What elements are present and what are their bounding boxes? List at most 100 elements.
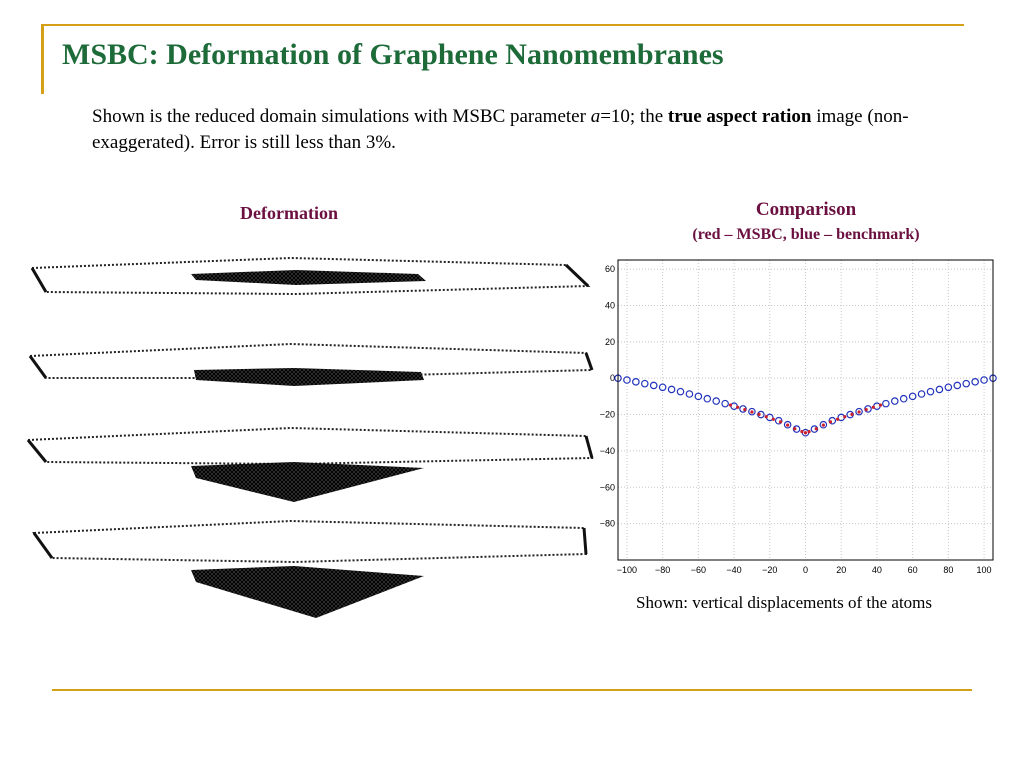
- msbc-point: [757, 412, 761, 416]
- intro-text-3: image (non-exaggerated). Error is still …: [92, 106, 909, 153]
- benchmark-point: [926, 387, 935, 396]
- title-rule-vertical: [41, 24, 44, 94]
- chart-series: [614, 374, 997, 437]
- benchmark-point: [623, 376, 631, 384]
- deformation-figure: [26, 256, 594, 618]
- msbc-point: [843, 415, 847, 419]
- msbc-point: [864, 408, 868, 412]
- y-tick-label: −40: [600, 446, 615, 456]
- membrane-frame-3: [26, 426, 594, 502]
- plot-frame: [617, 259, 994, 561]
- intro-text-2: =10; the: [600, 106, 668, 127]
- msbc-point: [750, 410, 754, 414]
- benchmark-point: [873, 402, 881, 410]
- x-tick-label: −40: [726, 565, 741, 575]
- benchmark-point: [667, 385, 676, 394]
- x-tick-label: 100: [977, 565, 992, 575]
- x-tick-label: 80: [943, 565, 953, 575]
- benchmark-point: [703, 394, 712, 403]
- msbc-point: [771, 417, 775, 421]
- msbc-point: [803, 431, 808, 435]
- membrane-deformation-2: [194, 368, 424, 386]
- msbc-point: [821, 423, 825, 427]
- benchmark-point: [962, 379, 971, 388]
- membrane-frame-1: [30, 256, 591, 296]
- benchmark-point: [658, 383, 667, 392]
- benchmark-point: [908, 392, 917, 401]
- benchmark-point: [828, 416, 837, 425]
- membrane-deformation-3: [191, 462, 424, 502]
- comparison-heading: Comparison: [755, 199, 857, 220]
- x-tick-label: −80: [655, 565, 670, 575]
- benchmark-point: [640, 379, 649, 388]
- benchmark-point: [694, 392, 703, 401]
- deformation-heading: Deformation: [240, 203, 338, 223]
- membrane-deformation-4: [191, 566, 424, 618]
- membrane-frame-4: [32, 519, 588, 618]
- msbc-point: [814, 427, 818, 431]
- msbc-point: [836, 417, 840, 421]
- intro-param-symbol: a: [590, 106, 601, 127]
- msbc-point: [764, 415, 768, 419]
- membrane-deformation-1: [191, 270, 426, 285]
- benchmark-point: [882, 399, 890, 408]
- x-tick-label: −100: [617, 565, 637, 575]
- benchmark-point: [917, 390, 926, 398]
- msbc-point: [800, 430, 804, 434]
- msbc-point: [857, 410, 861, 414]
- x-tick-label: −60: [691, 565, 706, 575]
- comparison-chart: −100 −80 −60 −40 −20 0 20 40 60 80 100 60 40 20 0 −20 −4…: [600, 259, 997, 575]
- y-tick-label: −60: [600, 482, 615, 492]
- benchmark-point: [890, 397, 899, 405]
- benchmark-point: [783, 420, 792, 429]
- benchmark-point: [855, 407, 863, 416]
- benchmark-point: [899, 394, 908, 403]
- msbc-point: [728, 403, 733, 407]
- x-tick-label: 20: [836, 565, 846, 575]
- y-tick-label: 0: [610, 373, 615, 383]
- chart-ticks: −100 −80 −60 −40 −20 0 20 40 60 80 100 60 40 20 0 −20 −4…: [600, 264, 992, 575]
- membrane-frame-2: [28, 342, 594, 386]
- benchmark-point: [649, 381, 658, 390]
- msbc-point: [807, 430, 811, 434]
- msbc-point: [778, 420, 783, 424]
- benchmark-point: [685, 390, 694, 398]
- y-tick-label: −20: [600, 410, 615, 420]
- benchmark-point: [944, 383, 953, 392]
- msbc-point: [850, 412, 854, 416]
- x-tick-label: 40: [872, 565, 882, 575]
- msbc-point: [743, 408, 747, 412]
- x-tick-label: −20: [762, 565, 777, 575]
- y-tick-label: 20: [605, 337, 615, 347]
- msbc-point: [871, 405, 875, 409]
- comparison-subheading: (red – MSBC, blue – benchmark): [692, 226, 920, 243]
- benchmark-point: [971, 378, 979, 386]
- title-rule-horizontal: [41, 24, 964, 26]
- benchmark-point: [676, 387, 685, 396]
- y-tick-label: 60: [605, 264, 615, 274]
- intro-emphasis: true aspect ration: [667, 106, 812, 127]
- bottom-rule: [52, 689, 972, 691]
- x-tick-label: 0: [803, 565, 808, 575]
- benchmark-point: [819, 420, 828, 429]
- msbc-point: [878, 403, 883, 407]
- displacement-note: Shown: vertical displacements of the ato…: [636, 593, 933, 612]
- slide-title: MSBC: Deformation of Graphene Nanomembra…: [62, 38, 724, 71]
- msbc-point: [828, 420, 833, 424]
- benchmark-point: [632, 378, 640, 386]
- y-tick-label: 40: [605, 300, 615, 310]
- msbc-point: [793, 427, 797, 431]
- intro-text-1: Shown is the reduced domain simulations …: [92, 106, 591, 127]
- benchmark-point: [712, 397, 721, 405]
- chart-grid: [618, 260, 993, 560]
- benchmark-point: [980, 376, 988, 384]
- benchmark-point: [774, 416, 783, 425]
- benchmark-point: [730, 402, 738, 410]
- benchmark-point: [953, 381, 962, 390]
- y-tick-label: −80: [600, 519, 615, 529]
- benchmark-point: [748, 407, 756, 416]
- intro-paragraph: Shown is the reduced domain simulations …: [92, 104, 912, 156]
- msbc-point: [736, 405, 740, 409]
- msbc-point: [786, 423, 790, 427]
- benchmark-point: [935, 385, 944, 394]
